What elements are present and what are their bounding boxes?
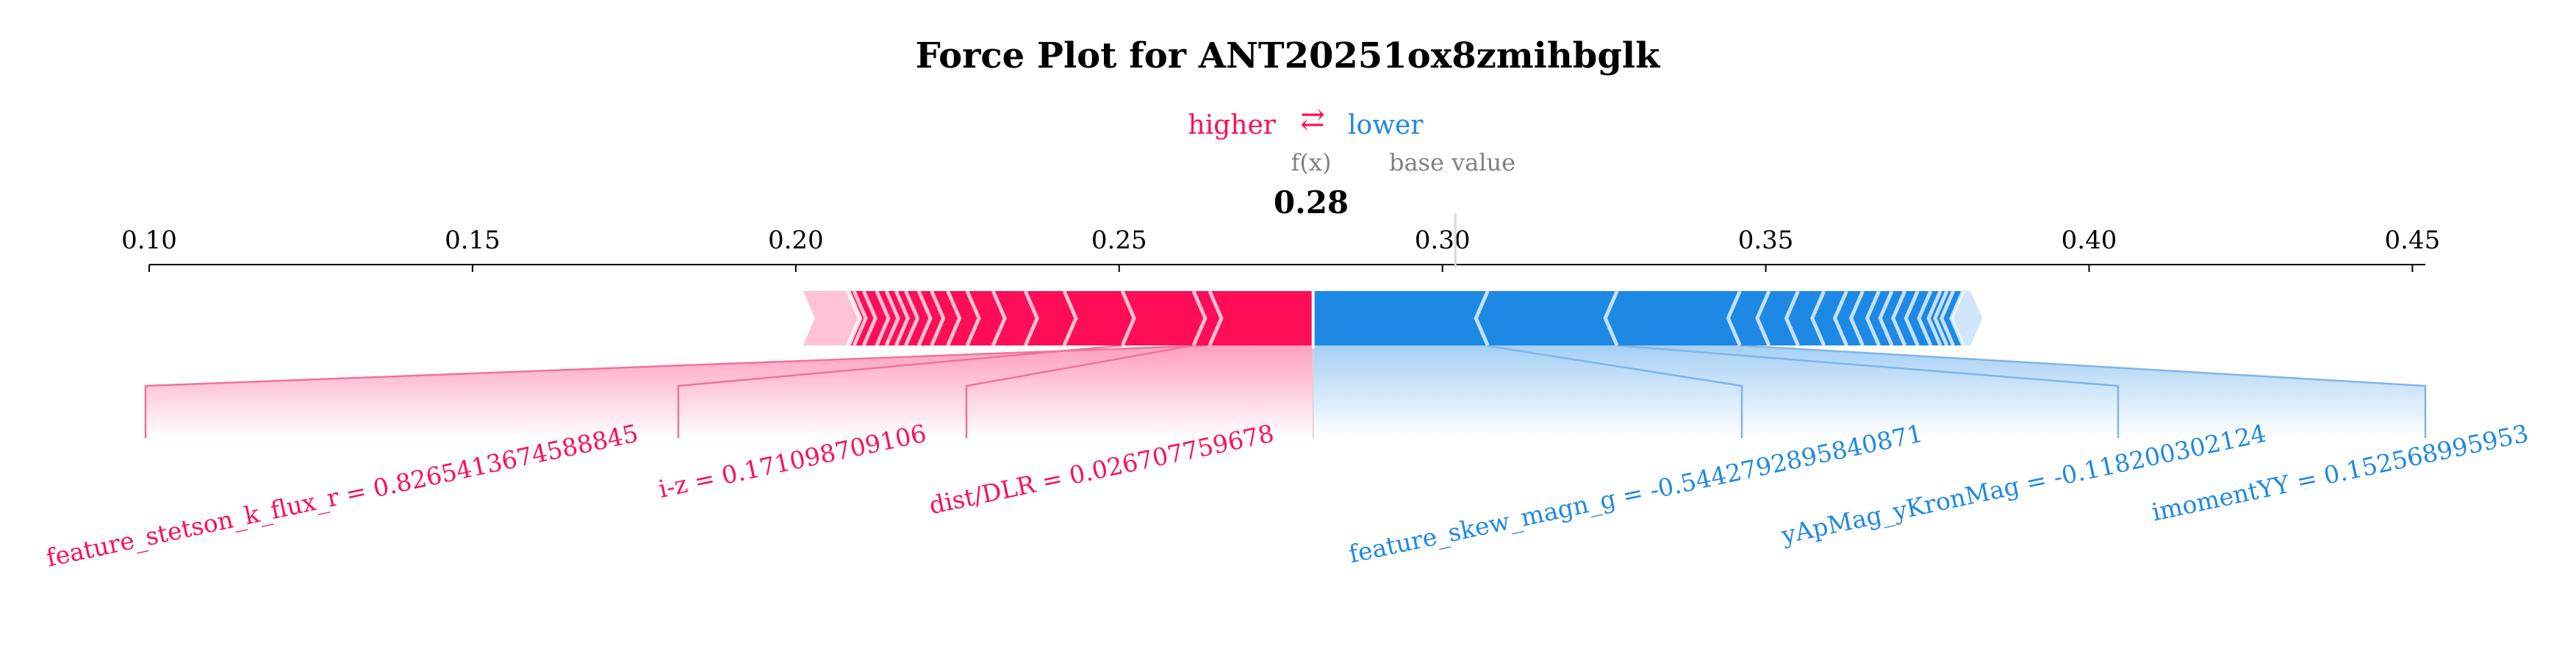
positive-segment-chevron	[861, 290, 878, 346]
positive-segment-chevron	[875, 290, 891, 346]
feature-connector-line	[144, 344, 1207, 438]
feature-connector-line	[1484, 344, 1743, 438]
negative-bar	[1313, 291, 1963, 345]
chart-title: Force Plot for ANT20251ox8zmihbglk	[916, 35, 1662, 76]
negative-connector-shade	[1313, 345, 2425, 438]
positive-segment-chevron	[1023, 290, 1039, 346]
positive-bar	[850, 291, 1313, 345]
positive-segment-chevron	[1208, 290, 1224, 346]
feature-connector-line	[677, 344, 1123, 438]
positive-segment-chevron	[894, 290, 910, 346]
feature-connector-line	[1740, 344, 2427, 438]
negative-segment-chevron	[1904, 290, 1920, 346]
legend-arrow-icon: ⇄	[1300, 103, 1325, 137]
feature-connectors	[144, 344, 2427, 438]
x-axis: 0.10 0.15 0.20 0.25 0.30 0.35 0.40 0.45	[121, 213, 2440, 272]
negative-segment-chevron	[1926, 290, 1942, 346]
x-tick-label: 0.20	[768, 226, 824, 255]
negative-segment-chevron	[1603, 290, 1619, 346]
x-tick-label: 0.10	[121, 226, 177, 255]
legend-lower: lower	[1348, 110, 1424, 140]
force-bars	[803, 288, 1983, 348]
positive-segment-chevron	[1120, 290, 1136, 346]
negative-segment-chevron	[1949, 290, 1965, 346]
x-tick-label: 0.35	[1738, 226, 1794, 255]
negative-segment-chevron	[1726, 290, 1742, 346]
feature-connector-line	[965, 344, 1194, 438]
negative-segment-chevron	[1933, 290, 1949, 346]
positive-segment-chevron	[884, 290, 900, 346]
negative-segment-chevron	[1832, 290, 1848, 346]
negative-segment-chevron	[1784, 290, 1800, 346]
positive-segment-chevron	[991, 290, 1007, 346]
negative-segment-chevron	[1891, 290, 1907, 346]
feature-connector-line	[1617, 344, 2120, 438]
negative-segment-chevron	[1474, 290, 1490, 346]
x-tick-label: 0.25	[1091, 226, 1147, 255]
negative-segment-chevron	[1878, 290, 1894, 346]
feature-label: feature_stetson_k_flux_r = 0.82654136745…	[44, 419, 641, 573]
positive-segment-chevron	[965, 290, 981, 346]
x-tick-label: 0.45	[2385, 226, 2441, 255]
legend: higher ⇄ lower	[1188, 103, 1424, 140]
positive-segment-chevron	[946, 290, 962, 346]
x-tick-label: 0.15	[445, 226, 501, 255]
positive-segment-chevron	[916, 290, 933, 346]
negative-segment-chevron	[1755, 290, 1771, 346]
base-value-label: base value	[1389, 148, 1515, 176]
positive-bar-tail	[803, 291, 863, 345]
negative-segment-chevron	[1865, 290, 1881, 346]
positive-segment-chevron	[904, 290, 920, 346]
positive-segment-chevron	[852, 290, 868, 346]
positive-connector-shade	[146, 345, 1313, 438]
positive-segment-chevron	[845, 290, 861, 346]
x-tick-label: 0.40	[2062, 226, 2117, 255]
feature-label: feature_skew_magn_g = -0.544279289584087…	[1346, 419, 1926, 570]
negative-segment-chevron	[1810, 290, 1826, 346]
positive-segment-chevron	[1191, 290, 1208, 346]
positive-segment-chevron	[930, 290, 946, 346]
negative-segment-chevron	[1940, 290, 1956, 346]
negative-segment-chevron	[1917, 290, 1933, 346]
fx-value: 0.28	[1274, 184, 1349, 220]
negative-segment-chevron	[1848, 290, 1865, 346]
x-tick-label: 0.30	[1415, 226, 1471, 255]
fx-label: f(x)	[1291, 148, 1332, 176]
legend-higher: higher	[1188, 110, 1277, 140]
feature-labels: feature_stetson_k_flux_r = 0.82654136745…	[44, 419, 2531, 573]
positive-segment-chevron	[1062, 290, 1078, 346]
